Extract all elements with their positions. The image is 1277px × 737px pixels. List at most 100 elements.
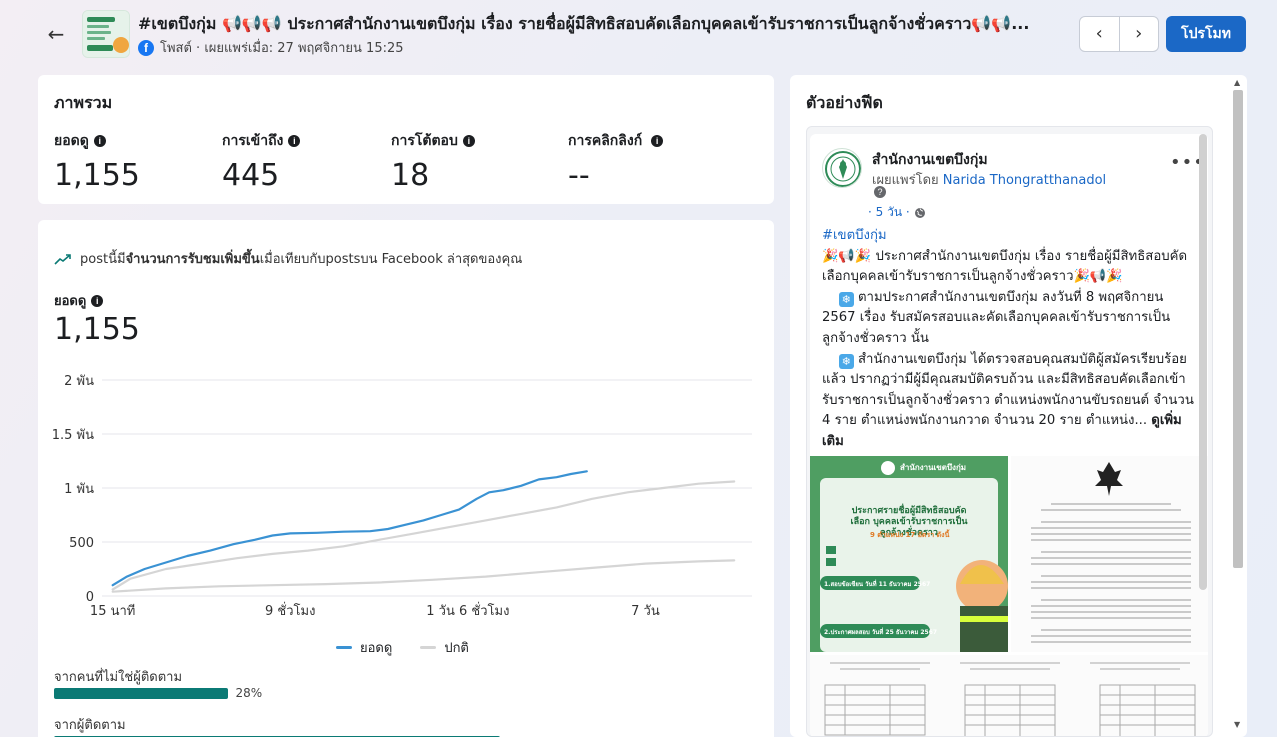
post-time: · 5 วัน · [868,203,926,222]
info-icon[interactable]: i [651,135,664,147]
more-options-icon[interactable]: ••• [1170,152,1205,173]
legend-swatch [336,646,352,649]
page-avatar[interactable] [822,148,862,188]
source-nonfollowers-percent: 28% [235,686,263,700]
trend-prefix: postนี้มี [80,252,126,267]
metric-label: การคลิกลิงก์ [568,133,643,149]
post-title: #เขตบึงกุ่ม 📢📢📢 ประกาศสำนักงานเขตบึงกุ่ม… [138,14,1030,33]
x-tick-label: 1 วัน 6 ชั่วโมง [426,602,509,619]
views-label: ยอดดู i [54,290,104,311]
source-nonfollowers-label: จากคนที่ไม่ใช่ผู้ติดตาม [54,670,183,685]
post-line-1: ประกาศสำนักงานเขตบึงกุ่ม เรื่อง รายชื่อผ… [822,248,1188,285]
series-line-views [111,470,588,587]
post-header: ← #เขตบึงกุ่ม 📢📢📢 ประกาศสำนักงานเขตบึงกุ… [0,0,1277,70]
feed-preview-title: ตัวอย่างฟีด [806,93,883,112]
see-more-link[interactable]: ดูเพิ่มเติม [822,413,1182,449]
y-tick-label: 0 [86,590,94,605]
metric-link-clicks: การคลิกลิงก์ i -- [568,130,664,193]
publisher-link[interactable]: Narida Thongratthanadol [942,173,1107,188]
views-detail-card: postนี้มีจำนวนการรับชมเพิ่มขึ้นเมื่อเทีย… [38,220,774,737]
source-nonfollowers-bar [54,688,724,699]
announcement-poster-image[interactable]: สำนักงานเขตบึงกุ่ม ประกาศรายชื่อผู้มีสิท… [810,456,1008,652]
series-line-typical [111,480,736,591]
metric-views: ยอดดู i 1,155 [54,130,140,193]
metric-engagement: การโต้ตอบ i 18 [391,130,475,193]
poster-date-1: 1.สอบข้อเขียน วันที่ 11 ธันวาคม 2567 [824,581,931,588]
trend-bold: จำนวนการรับชมเพิ่มขึ้น [125,252,260,267]
info-icon[interactable]: i [462,135,475,147]
hashtag-link[interactable]: #เขตบึงกุ่ม [822,228,887,243]
post-age[interactable]: · 5 วัน · [868,205,910,219]
poster-header: สำนักงานเขตบึงกุ่ม [900,463,967,472]
published-by: เผยแพร่โดย Narida Thongratthanadol [872,169,1106,190]
trend-summary: postนี้มีจำนวนการรับชมเพิ่มขึ้นเมื่อเทีย… [54,248,522,269]
metric-value: 1,155 [54,158,140,193]
poster-title: ประกาศรายชื่อผู้มีสิทธิสอบคัดเลือก บุคคล… [850,506,968,538]
party-popper-icon: 🎉📢🎉 [822,248,872,264]
facebook-icon: f [138,39,154,56]
source-followers-label: จากผู้ติดตาม [54,718,126,733]
next-post-button[interactable]: › [1118,17,1159,51]
source-bar-fill [54,688,228,699]
chevron-right-icon: › [1135,23,1143,44]
published-by-label: เผยแพร่โดย [872,173,939,188]
metric-label: การโต้ตอบ [391,133,458,149]
post-preview-scrollbar[interactable] [1199,134,1207,590]
post-line-2: ตามประกาศสำนักงานเขตบึงกุ่ม ลงวันที่ 8 พ… [822,289,1171,346]
x-tick-label: 9 ชั่วโมง [265,602,315,619]
back-arrow-icon[interactable]: ← [47,22,65,46]
views-line-chart: 0 500 1 พัน 1.5 พัน 2 พัน 15 นาที 9 ชั่วโมง 1 ว… [52,374,752,619]
legend-swatch [420,646,437,649]
metric-label: การเข้าถึง [222,133,284,149]
views-label-text: ยอดดู [54,294,87,309]
chart-legend: ยอดดู ปกติ [336,637,469,658]
post-card: สำนักงานเขตบึงกุ่ม เผยแพร่โดย Narida Tho… [810,134,1208,736]
preview-scrollbar[interactable] [1233,90,1243,568]
info-icon[interactable]: i [93,135,106,147]
scroll-down-arrow-icon[interactable]: ▼ [1234,720,1241,729]
promote-button[interactable]: โปรโมท [1166,16,1246,52]
y-tick-label: 500 [69,536,94,551]
info-icon[interactable]: i [91,294,104,307]
metric-reach: การเข้าถึง i 445 [222,130,301,193]
post-navigation: ‹ › [1079,16,1159,52]
legend-item-typical: ปกติ [420,637,469,658]
facebook-post-preview: สำนักงานเขตบึงกุ่ม เผยแพร่โดย Narida Tho… [806,126,1213,737]
metric-label: ยอดดู [54,133,89,149]
post-line-3: สำนักงานเขตบึงกุ่ม ได้ตรวจสอบคุณสมบัติผู… [822,351,1194,429]
legend-item-views: ยอดดู [336,637,392,658]
y-tick-label: 1.5 พัน [52,428,94,443]
trend-up-icon [54,253,71,265]
announcement-document-image[interactable] [1011,456,1208,652]
views-value: 1,155 [54,312,140,347]
overview-card: ภาพรวม ยอดดู i 1,155 การเข้าถึง i 445 การโ… [38,75,774,204]
previous-post-button[interactable]: ‹ [1080,17,1119,51]
legend-label: ยอดดู [360,641,393,656]
post-images: สำนักงานเขตบึงกุ่ม ประกาศรายชื่อผู้มีสิท… [810,456,1208,736]
post-meta: f โพสต์ · เผยแพร่เมื่อ: 27 พฤศจิกายน 15:… [138,37,404,58]
x-tick-label: 15 นาที [90,603,135,619]
post-thumbnail [82,10,130,58]
globe-icon [914,207,925,218]
candidate-list-images[interactable] [810,655,1208,736]
legend-label: ปกติ [444,641,469,656]
page-name[interactable]: สำนักงานเขตบึงกุ่ม [872,152,988,168]
snowflake-icon: ❄ [838,353,854,369]
scroll-up-arrow-icon[interactable]: ▲ [1234,78,1241,87]
chevron-left-icon: ‹ [1095,23,1103,44]
metric-value: 18 [391,158,430,193]
poster-date-2: 2.ประกาศผลสอบ วันที่ 25 ธันวาคม 2567 [824,629,938,636]
y-tick-label: 1 พัน [64,482,94,497]
x-tick-label: 7 วัน [631,604,660,619]
party-popper-icon: 🎉📢🎉 [1073,269,1123,285]
series-line-typical [111,559,736,593]
snowflake-icon: ❄ [838,291,854,307]
metric-value: -- [568,158,590,193]
post-text: #เขตบึงกุ่ม 🎉📢🎉 ประกาศสำนักงานเขตบึงกุ่ม… [822,226,1200,453]
question-icon[interactable]: ? [874,186,886,198]
post-meta-text: โพสต์ · เผยแพร่เมื่อ: 27 พฤศจิกายน 15:25 [160,41,404,56]
info-icon[interactable]: i [288,135,301,147]
y-tick-label: 2 พัน [64,374,94,389]
metric-value: 445 [222,158,280,193]
overview-title: ภาพรวม [54,93,113,112]
